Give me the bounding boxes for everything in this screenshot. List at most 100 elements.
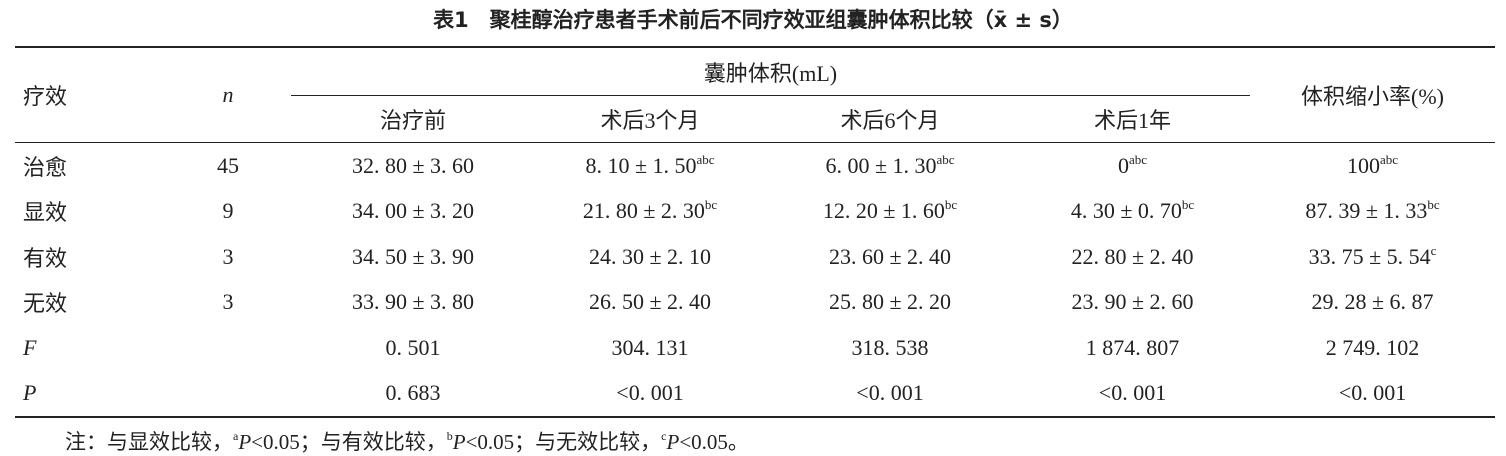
table-cell: 45: [165, 143, 291, 189]
note-text: P: [238, 430, 252, 454]
data-table: 疗效 n 囊肿体积(mL) 体积缩小率(%) 治疗前 术后3个月 术后6个月 术…: [15, 46, 1496, 418]
cell-value: 100: [1347, 152, 1380, 178]
cell-value: 0. 501: [385, 334, 441, 360]
header-cell: 术后3个月: [600, 108, 700, 133]
table-cell: 3: [165, 280, 291, 326]
table-cell: 0. 683: [291, 371, 535, 418]
note-text: <0.05；与无效比较，: [465, 430, 662, 454]
table-cell: 12. 20 ± 1. 60bc: [765, 189, 1015, 235]
table-row: 治愈 45 32. 80 ± 3. 60 8. 10 ± 1. 50abc 6. 00 …: [15, 143, 1495, 189]
table-cell: 318. 538: [765, 325, 1015, 371]
cell-value: <0. 001: [1098, 380, 1167, 406]
cell-value: 304. 131: [611, 334, 689, 360]
table-cell: 0abc: [1015, 143, 1250, 189]
table-cell: <0. 001: [1250, 371, 1495, 418]
cell-value: 21. 80 ± 2. 30: [582, 198, 705, 224]
cell-value: 6. 00 ± 1. 30: [825, 152, 937, 178]
cell-superscript: abc: [936, 151, 955, 167]
cell-superscript: bc: [1427, 197, 1440, 213]
note-text: P: [452, 430, 466, 454]
cell-value: 4. 30 ± 0. 70: [1070, 198, 1182, 224]
cell-superscript: bc: [944, 197, 958, 213]
cell-value: 0. 683: [385, 380, 441, 406]
table-note: 注：与显效比较，aP<0.05；与有效比较，bP<0.05；与无效比较，cP<0…: [65, 426, 749, 456]
header-cell: 术后6个月: [840, 108, 940, 133]
header-cell: 体积缩小率(%): [1301, 84, 1445, 109]
cell-value: 23. 60 ± 2. 40: [828, 243, 952, 269]
table-cell: 100abc: [1250, 143, 1495, 189]
cell-value: 有效: [23, 245, 68, 271]
table-cell: 32. 80 ± 3. 60: [291, 143, 535, 189]
table-cell: 9: [165, 189, 291, 235]
cell-value: 24. 30 ± 2. 10: [588, 243, 712, 269]
table-cell: [165, 325, 291, 371]
cell-value: 25. 80 ± 2. 20: [828, 289, 952, 315]
table-cell: 0. 501: [291, 325, 535, 371]
cell-superscript: bc: [1181, 197, 1195, 213]
table-cell: 无效: [15, 280, 165, 326]
note-sup: a: [233, 429, 239, 443]
cell-value: 治愈: [23, 154, 68, 180]
table-row: P 0. 683 <0. 001 <0. 001 <0. 001 <0. 001: [15, 371, 1495, 418]
header-row: 疗效 n 囊肿体积(mL) 体积缩小率(%): [15, 47, 1495, 109]
cell-value: 29. 28 ± 6. 87: [1311, 289, 1434, 315]
header-cell: 术后1年: [1094, 108, 1172, 133]
cell-value: 23. 90 ± 2. 60: [1071, 289, 1194, 315]
cell-value: 33. 90 ± 3. 80: [351, 289, 475, 315]
cell-value: 3: [222, 289, 234, 315]
cell-value: F: [23, 334, 37, 360]
table-header: 疗效 n 囊肿体积(mL) 体积缩小率(%) 治疗前 术后3个月 术后6个月 术…: [15, 47, 1496, 143]
cell-value: P: [23, 380, 37, 406]
note-sup: c: [661, 429, 667, 443]
table-cell: 29. 28 ± 6. 87: [1250, 280, 1495, 326]
note-text: <0.05。: [679, 430, 749, 454]
note-text: P: [666, 430, 680, 454]
cell-value: 1 874. 807: [1085, 334, 1180, 360]
table-cell: 21. 80 ± 2. 30bc: [535, 189, 765, 235]
table-cell: 22. 80 ± 2. 40: [1015, 234, 1250, 280]
table-cell: 8. 10 ± 1. 50abc: [535, 143, 765, 189]
table-cell: 304. 131: [535, 325, 765, 371]
table-cell: 2 749. 102: [1250, 325, 1495, 371]
table-cell: [165, 371, 291, 418]
note-text: <0.05；与有效比较，: [251, 430, 447, 454]
cell-value: 318. 538: [851, 334, 929, 360]
table-cell: 33. 75 ± 5. 54c: [1250, 234, 1495, 280]
cell-value: 87. 39 ± 1. 33: [1305, 198, 1428, 224]
cell-value: 9: [222, 198, 234, 224]
table-cell: 87. 39 ± 1. 33bc: [1250, 189, 1495, 235]
header-row: 治疗前 术后3个月 术后6个月 术后1年: [15, 96, 1495, 143]
table-cell: 有效: [15, 234, 165, 280]
cell-value: 45: [217, 152, 239, 178]
header-cell: 治疗前: [379, 108, 446, 133]
table-cell: 26. 50 ± 2. 40: [535, 280, 765, 326]
cell-superscript: abc: [696, 151, 715, 167]
table-body: 治愈 45 32. 80 ± 3. 60 8. 10 ± 1. 50abc 6. 00 …: [15, 143, 1495, 418]
cell-value: 32. 80 ± 3. 60: [351, 152, 475, 178]
table-cell: 23. 60 ± 2. 40: [765, 234, 1015, 280]
table-cell: 34. 50 ± 3. 90: [291, 234, 535, 280]
cell-value: 2 749. 102: [1325, 334, 1420, 360]
cell-value: 34. 00 ± 3. 20: [351, 198, 475, 224]
cell-superscript: bc: [704, 197, 718, 213]
table-cell: <0. 001: [1015, 371, 1250, 418]
note-sup: b: [446, 429, 453, 443]
header-cell: 疗效: [23, 84, 68, 109]
table-row: 显效 9 34. 00 ± 3. 20 21. 80 ± 2. 30bc 12. 20 …: [15, 189, 1495, 235]
cell-value: 显效: [23, 200, 68, 226]
cell-value: 0: [1117, 152, 1129, 178]
cell-value: 12. 20 ± 1. 60: [822, 198, 945, 224]
cell-value: 33. 75 ± 5. 54: [1308, 243, 1431, 269]
table-cell: 6. 00 ± 1. 30abc: [765, 143, 1015, 189]
table-cell: 4. 30 ± 0. 70bc: [1015, 189, 1250, 235]
cell-superscript: c: [1430, 242, 1437, 258]
table-cell: 治愈: [15, 143, 165, 189]
table-cell: 24. 30 ± 2. 10: [535, 234, 765, 280]
note-text: 注：与显效比较，: [65, 430, 233, 454]
table-cell: 34. 00 ± 3. 20: [291, 189, 535, 235]
cell-value: 无效: [23, 291, 68, 317]
cell-value: <0. 001: [856, 380, 924, 406]
table-cell: 显效: [15, 189, 165, 235]
table-cell: P: [15, 371, 165, 418]
